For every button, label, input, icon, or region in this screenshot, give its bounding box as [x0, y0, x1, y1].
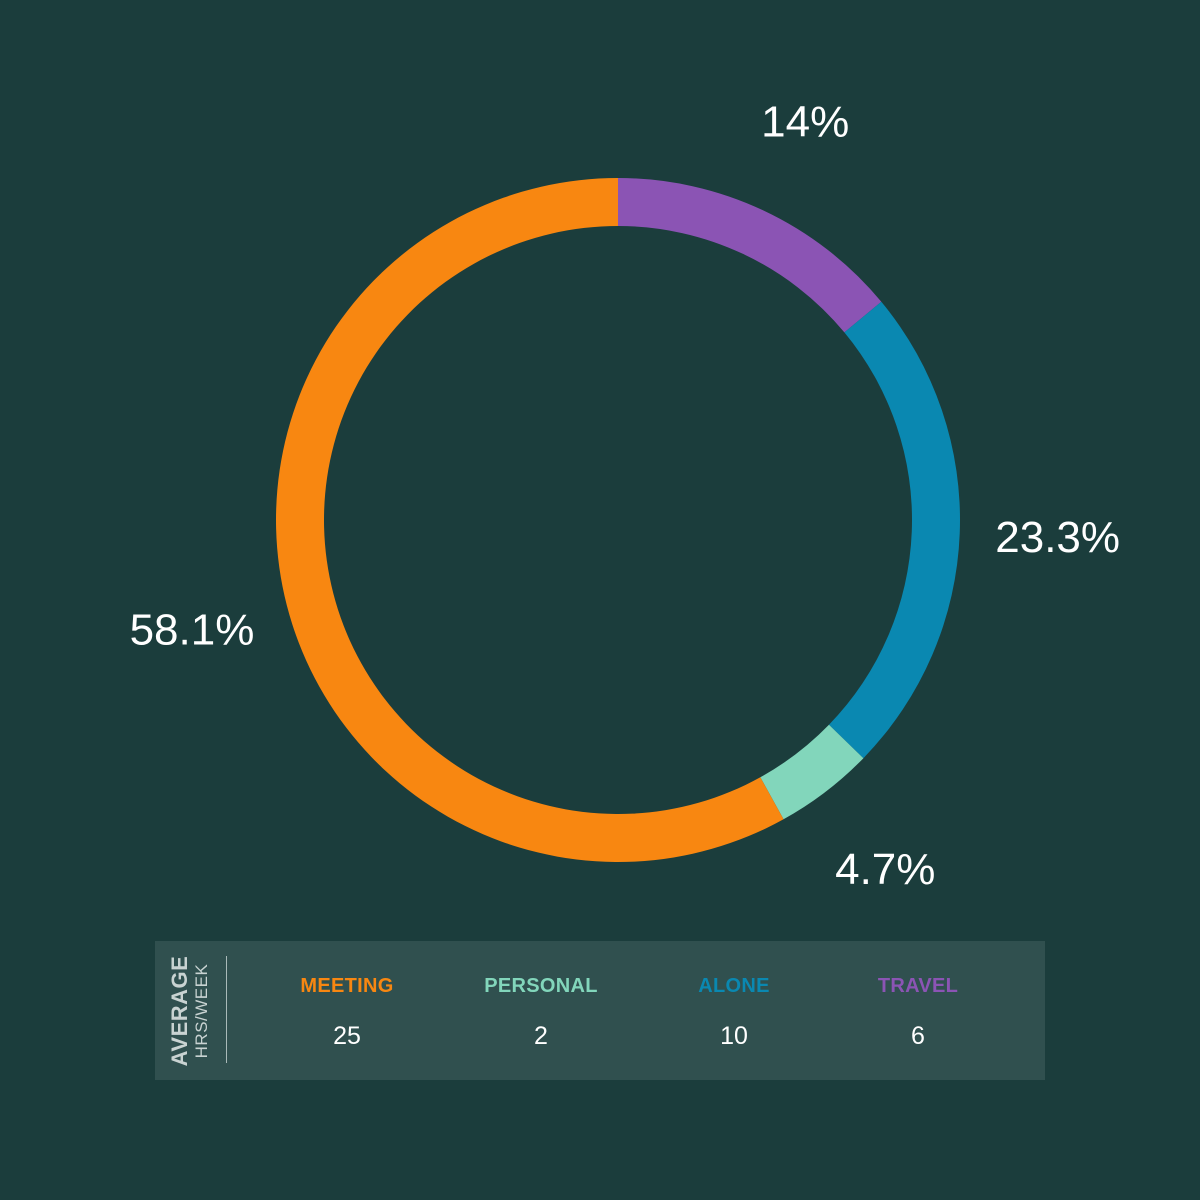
slice-label-meeting: 58.1% — [130, 605, 255, 654]
slice-label-alone: 23.3% — [995, 513, 1120, 562]
legend-item-travel: TRAVEL 6 — [838, 975, 998, 1051]
legend-item-value: 10 — [720, 1022, 748, 1050]
donut-slice-meeting — [276, 178, 784, 862]
legend-title: AVERAGE HRS/WEEK — [165, 941, 215, 1080]
legend-item-value: 25 — [333, 1022, 361, 1050]
legend-item-name: TRAVEL — [877, 975, 959, 997]
legend-item-meeting: MEETING 25 — [267, 975, 427, 1051]
donut-slice-personal — [760, 724, 864, 820]
slice-label-personal: 4.7% — [835, 845, 935, 894]
legend-item-alone: ALONE 10 — [654, 975, 814, 1051]
legend-item-name: PERSONAL — [484, 975, 598, 997]
legend-title-average: AVERAGE — [167, 955, 192, 1066]
legend-title-unit: HRS/WEEK — [192, 963, 211, 1058]
legend-item-name: MEETING — [300, 975, 394, 997]
legend-item-value: 2 — [534, 1022, 548, 1050]
donut-slice-alone — [828, 301, 961, 759]
slice-label-travel: 14% — [761, 97, 849, 146]
legend-item-value: 6 — [911, 1022, 925, 1050]
donut-slice-travel — [618, 178, 882, 333]
legend-item-personal: PERSONAL 2 — [461, 975, 621, 1051]
legend-item-name: ALONE — [698, 975, 770, 997]
legend-panel: AVERAGE HRS/WEEK MEETING 25 PERSONAL 2 A… — [155, 941, 1045, 1080]
legend-divider — [226, 956, 227, 1063]
